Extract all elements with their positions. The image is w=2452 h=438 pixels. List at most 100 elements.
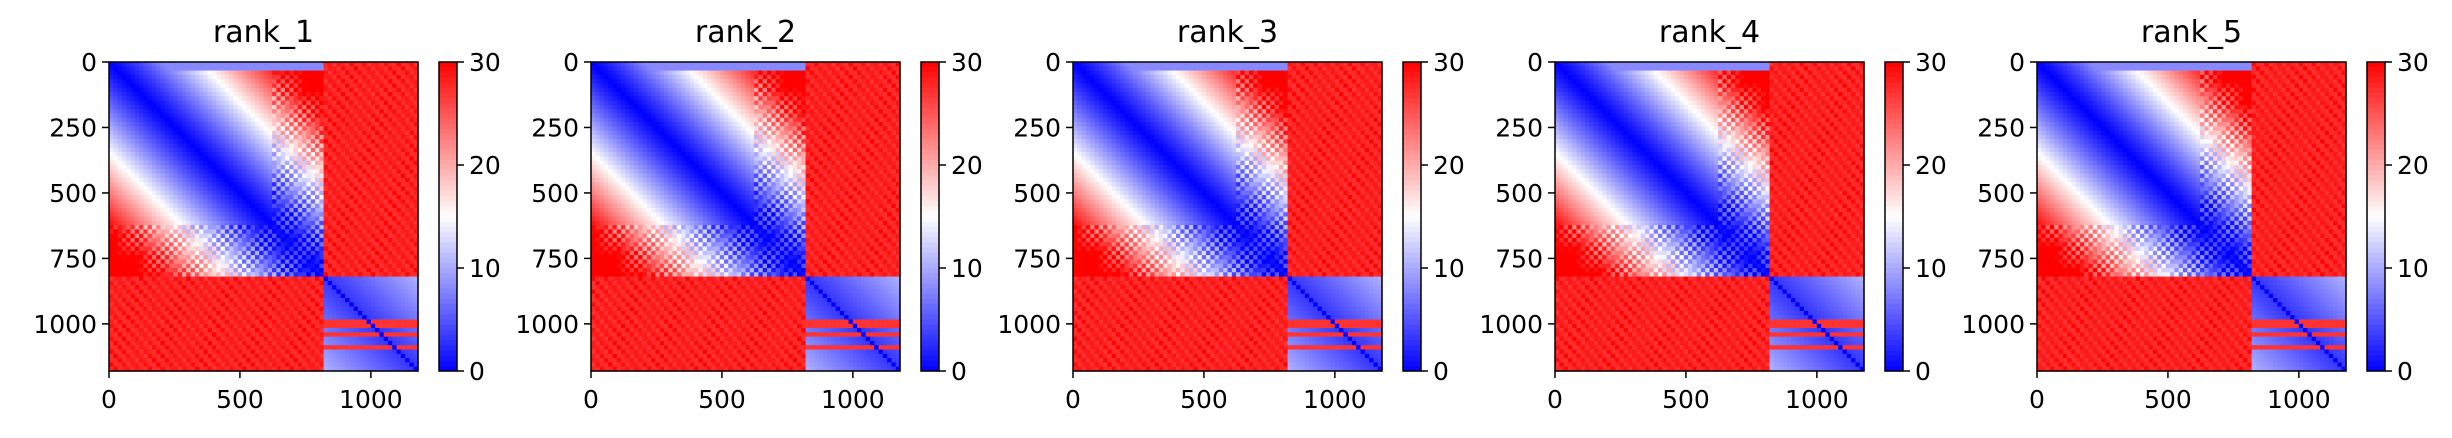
heatmap-cell — [229, 285, 235, 291]
heatmap-cell — [387, 70, 393, 76]
heatmap-cell — [383, 190, 389, 196]
heatmap-cell — [173, 66, 179, 72]
heatmap-cell — [276, 340, 282, 346]
heatmap-cell — [212, 263, 217, 269]
heatmap-cell — [345, 289, 350, 295]
heatmap-cell — [267, 87, 273, 93]
heatmap-cell — [207, 285, 213, 291]
heatmap-cell — [379, 96, 385, 102]
heatmap-cell — [160, 220, 166, 226]
heatmap-cell — [366, 177, 372, 183]
heatmap-cell — [173, 237, 179, 243]
heatmap-cell — [134, 310, 140, 316]
heatmap-cell — [302, 74, 308, 80]
heatmap-cell — [297, 79, 303, 85]
heatmap-cell — [117, 323, 123, 329]
heatmap-cell — [109, 268, 114, 273]
heatmap-cell — [293, 225, 299, 230]
heatmap-cell — [237, 70, 243, 76]
heatmap-cell — [289, 62, 295, 67]
heatmap-cell — [237, 302, 243, 308]
heatmap-cell — [310, 169, 316, 175]
heatmap-cell — [302, 83, 308, 89]
heatmap-cell — [280, 186, 286, 192]
heatmap-cell — [345, 207, 350, 213]
heatmap-cell — [109, 62, 114, 67]
heatmap-cell — [297, 109, 303, 115]
heatmap-cell — [246, 323, 252, 329]
heatmap-cell — [246, 328, 252, 333]
heatmap-cell — [340, 134, 346, 140]
heatmap-cell — [323, 177, 329, 183]
heatmap-cell — [259, 113, 265, 119]
heatmap-cell — [280, 139, 286, 145]
heatmap-cell — [242, 246, 247, 252]
heatmap-cell — [109, 70, 114, 76]
heatmap-cell — [349, 165, 355, 170]
heatmap-cell — [284, 285, 290, 291]
heatmap-cell — [353, 328, 359, 333]
heatmap-cell — [109, 109, 114, 115]
heatmap-cell — [109, 255, 114, 261]
heatmap-cell — [280, 225, 286, 230]
heatmap-cell — [302, 255, 308, 261]
heatmap-cell — [233, 74, 239, 80]
heatmap-cell — [117, 104, 123, 110]
heatmap-cell — [246, 259, 252, 265]
heatmap-cell — [267, 126, 273, 132]
heatmap-cell — [143, 113, 149, 119]
heatmap-cell — [272, 306, 277, 312]
heatmap-cell — [289, 96, 295, 102]
heatmap-cell — [345, 285, 350, 291]
heatmap-cell — [375, 233, 380, 239]
heatmap-cell — [220, 216, 226, 222]
heatmap-cell — [387, 66, 393, 72]
heatmap-cell — [362, 293, 368, 299]
heatmap-cell — [246, 212, 252, 218]
heatmap-cell — [263, 109, 269, 115]
heatmap-cell — [284, 276, 290, 282]
heatmap-cell — [383, 62, 389, 67]
heatmap-cell — [147, 272, 153, 278]
heatmap-cell — [353, 302, 359, 308]
heatmap-cell — [190, 87, 196, 93]
heatmap-cell — [216, 212, 222, 218]
heatmap-cell — [409, 143, 415, 149]
heatmap-cell — [147, 332, 153, 338]
heatmap-cell — [143, 92, 149, 97]
heatmap-cell — [315, 79, 320, 85]
heatmap-cell — [396, 332, 402, 338]
heatmap-cell — [173, 276, 179, 282]
heatmap-cell — [349, 79, 355, 85]
heatmap-cell — [143, 332, 149, 338]
heatmap-cell — [280, 79, 286, 85]
heatmap-cell — [297, 182, 303, 188]
heatmap-cell — [229, 190, 235, 196]
heatmap-cell — [263, 345, 269, 351]
heatmap-cell — [267, 100, 273, 106]
heatmap-cell — [289, 182, 295, 188]
heatmap-cell — [177, 165, 183, 170]
heatmap-cell — [109, 143, 114, 149]
heatmap-cell — [293, 156, 299, 162]
heatmap-cell — [126, 358, 132, 364]
heatmap-cell — [139, 250, 144, 256]
heatmap-cell — [263, 336, 269, 342]
heatmap-cell — [233, 255, 239, 261]
heatmap-cell — [396, 100, 402, 106]
heatmap-cell — [156, 310, 162, 316]
heatmap-cell — [126, 250, 132, 256]
heatmap-cell — [134, 345, 140, 351]
heatmap-cell — [302, 160, 308, 166]
heatmap-cell — [409, 130, 415, 136]
heatmap-cell — [315, 310, 320, 316]
heatmap-cell — [293, 280, 299, 286]
heatmap-cell — [353, 289, 359, 295]
heatmap-cell — [289, 156, 295, 162]
heatmap-cell — [349, 220, 355, 226]
heatmap-cell — [156, 165, 162, 170]
heatmap-cell — [130, 117, 136, 123]
heatmap-cell — [289, 177, 295, 183]
heatmap-cell — [220, 83, 226, 89]
heatmap-cell — [289, 143, 295, 149]
